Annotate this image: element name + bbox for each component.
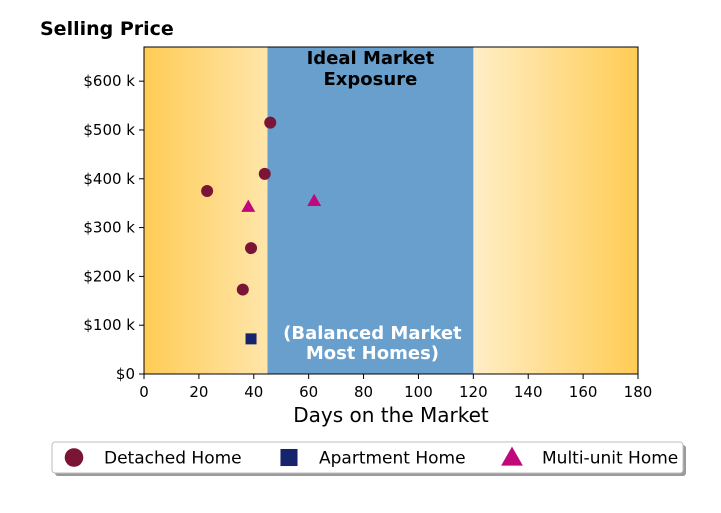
legend-label-detached-home: Detached Home bbox=[104, 449, 242, 469]
band-label-bottom-line: (Balanced Market bbox=[283, 323, 462, 344]
x-tick-label: 0 bbox=[139, 383, 149, 401]
x-tick-label: 20 bbox=[189, 383, 208, 401]
ideal-market-band bbox=[267, 47, 474, 374]
chart-title: Selling Price bbox=[40, 18, 174, 40]
x-tick-label: 140 bbox=[514, 383, 543, 401]
x-tick-label: 60 bbox=[299, 383, 318, 401]
x-tick-label: 180 bbox=[624, 383, 653, 401]
x-tick-label: 100 bbox=[404, 383, 433, 401]
legend-label-apartment-home: Apartment Home bbox=[319, 449, 466, 469]
x-tick-label: 160 bbox=[569, 383, 598, 401]
x-tick-label: 40 bbox=[244, 383, 263, 401]
y-tick-label: $200 k bbox=[83, 267, 135, 285]
band-label-top-line: Exposure bbox=[324, 69, 418, 90]
legend-marker-apartment-home bbox=[280, 448, 298, 467]
band-label-top-line: Ideal Market bbox=[307, 48, 435, 69]
multi-unit-home-point bbox=[307, 193, 322, 206]
detached-home-point bbox=[258, 167, 271, 180]
legend-label-multi-unit-home: Multi-unit Home bbox=[542, 449, 678, 469]
x-axis: 0 20 40 60 80 100 120 140 160 180 bbox=[139, 374, 652, 401]
x-tick-label: 80 bbox=[354, 383, 373, 401]
apartment-home-point bbox=[245, 333, 257, 345]
plot-frame bbox=[143, 46, 639, 375]
detached-home-point bbox=[236, 283, 249, 296]
legend: Detached Home Apartment Home Multi-unit Ho… bbox=[51, 441, 686, 476]
legend-box bbox=[51, 441, 684, 474]
band-label-bottom-line: Most Homes) bbox=[306, 343, 439, 364]
x-axis-label: Days on the Market bbox=[293, 403, 489, 427]
y-tick-label: $600 k bbox=[83, 72, 135, 90]
y-tick-label: $500 k bbox=[83, 121, 135, 139]
y-tick-label: $100 k bbox=[83, 316, 135, 334]
legend-marker-detached-home bbox=[64, 448, 84, 467]
y-tick-label: $0 bbox=[116, 365, 135, 383]
legend-marker-multi-unit-home bbox=[501, 446, 523, 466]
detached-home-point bbox=[201, 184, 214, 197]
detached-home-point bbox=[264, 116, 277, 129]
multi-unit-home-point bbox=[241, 199, 256, 212]
y-tick-label: $400 k bbox=[83, 170, 135, 188]
x-tick-label: 120 bbox=[459, 383, 488, 401]
y-tick-label: $300 k bbox=[83, 219, 135, 237]
detached-home-point bbox=[245, 242, 258, 255]
y-axis: $0 $100 k $200 k $300 k $400 k $500 k $600 k bbox=[83, 72, 144, 383]
